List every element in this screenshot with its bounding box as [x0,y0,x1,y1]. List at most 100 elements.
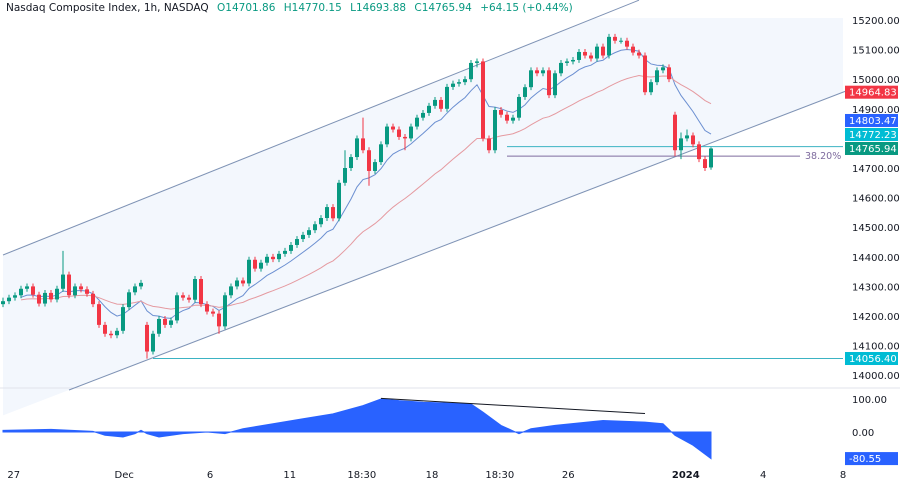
open-value: O14701.86 [217,2,276,14]
candle-body [247,259,251,284]
candle-body [91,293,95,305]
candle [199,276,203,308]
candle-body [199,279,203,305]
candle [655,67,659,86]
candle-body [439,99,443,109]
candle-body [223,295,227,327]
time-tick-label: 6 [207,470,213,481]
candle-body [307,230,311,235]
candle-body [475,61,479,63]
candle-body [127,292,131,308]
candle [19,285,23,299]
candle [403,133,407,151]
candle-body [397,129,401,137]
candle [571,57,575,65]
candle [691,132,695,148]
time-tick-label: 11 [283,470,296,481]
candle [487,135,491,154]
oscillator-value-label: -80.55 [849,454,881,465]
candle-body [553,73,557,96]
candle [25,283,29,292]
candle [367,147,371,186]
candle-body [379,144,383,163]
high-value: H14770.15 [283,2,342,14]
candle [307,227,311,238]
chart-legend: Nasdaq Composite Index, 1h, NASDAQ O1470… [6,2,573,14]
candle [433,96,437,109]
candle [415,114,419,130]
candle [667,64,671,83]
candle-body [427,105,431,113]
candle [319,215,323,228]
candle-body [145,324,149,352]
candle [523,84,527,100]
price-tick-label: 14200.00 [852,312,900,323]
candle-body [613,36,617,41]
time-tick-label: 18 [426,470,439,481]
candle [451,80,455,90]
candle-body [541,70,545,74]
candle-body [703,159,707,168]
time-tick-label: 18:30 [485,470,514,481]
candle [175,292,179,324]
candle-body [43,292,47,304]
candle [619,37,623,44]
candle [79,283,83,293]
candle [613,33,617,44]
candle-body [523,87,527,97]
price-tick-label: 14300.00 [852,282,900,293]
candle-body [547,70,551,96]
candle-body [139,282,143,287]
candle-body [73,286,77,296]
time-tick-label: 18:30 [347,470,376,481]
candle-body [511,117,515,121]
candle-body [67,274,71,296]
candle [355,135,359,161]
candle-body [619,40,623,42]
candle-body [187,297,191,300]
candle-body [193,279,197,300]
candle-body [601,46,605,56]
candle-body [667,67,671,80]
candle-body [577,51,581,60]
price-tick-label: 15200.00 [852,16,900,27]
candle [505,111,509,124]
candle-body [529,70,533,88]
candle [187,294,191,303]
oscillator-trendline [380,397,646,415]
candle-body [493,109,497,151]
candle-body [655,70,659,83]
candle-body [97,304,101,325]
candle [481,58,485,142]
candle [211,308,215,317]
candle-body [241,280,245,284]
candle [685,129,689,142]
candle [61,250,65,292]
price-tick-label: 15000.00 [852,75,900,86]
support-level-label-badge [845,352,898,366]
candle-body [331,207,335,219]
candle [253,256,257,272]
moving-average-30 [20,75,712,310]
moving-average-9 [20,49,712,319]
candle [709,147,713,170]
candle [217,310,221,334]
candle [349,154,353,171]
candle-body [499,109,503,115]
change-value: +64.15 (+0.44%) [480,2,573,14]
candle-body [685,135,689,139]
last-price-label-badge [845,141,898,155]
price-tick-label: 14600.00 [852,194,900,205]
candle [271,253,275,263]
low-value: L14693.88 [350,2,407,14]
candle [337,179,341,222]
candle [247,256,251,287]
candle-body [169,320,173,325]
candle-body [457,82,461,84]
last-price-label: 14765.94 [849,144,897,155]
candle-body [301,234,305,240]
candle [133,283,137,296]
candle-body [571,59,575,62]
candle [121,304,125,334]
